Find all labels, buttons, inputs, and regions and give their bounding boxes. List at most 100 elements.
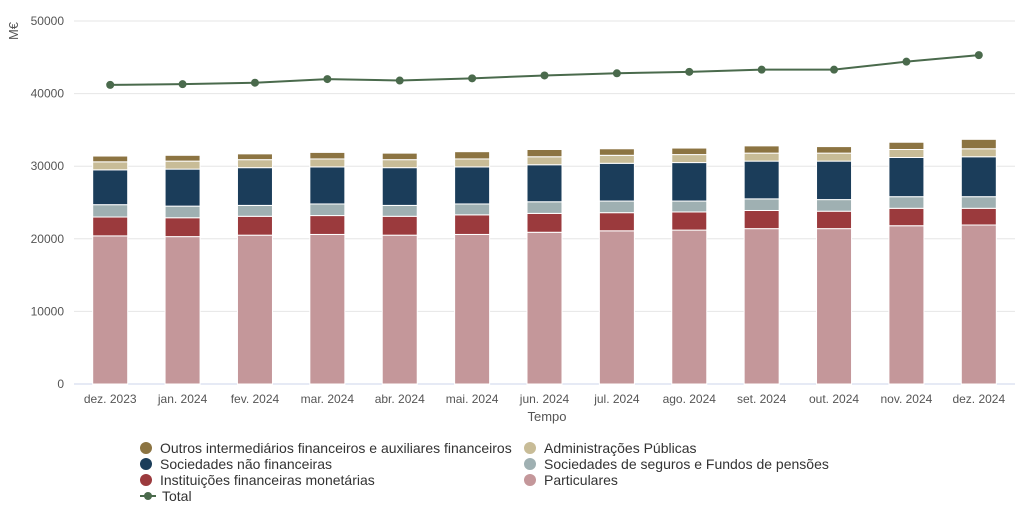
bar-segment (236, 234, 273, 385)
x-tick-label: set. 2024 (737, 392, 787, 406)
legend-swatch (140, 474, 152, 486)
bar-segment (960, 138, 997, 150)
x-tick-label: jan. 2024 (157, 392, 208, 406)
y-tick-label: 0 (57, 377, 64, 391)
y-axis-title: M€ (6, 21, 21, 40)
bar-segment (526, 231, 563, 385)
total-point (757, 65, 766, 74)
bar-segment (816, 199, 853, 212)
legend-label: Sociedades não financeiras (160, 456, 333, 472)
bar-segment (381, 234, 418, 385)
bar-segment (960, 207, 997, 226)
total-line (106, 51, 983, 89)
legend-swatch (140, 442, 152, 454)
bar-segment (671, 200, 708, 213)
bar-segment (598, 212, 635, 232)
total-point (974, 51, 983, 60)
legend-item[interactable]: Sociedades de seguros e Fundos de pensõe… (524, 456, 829, 472)
bar-segment (816, 152, 853, 162)
x-axis-ticks: dez. 2023 jan. 2024 fev. 2024 mar. 2024 abr.… (84, 392, 1006, 406)
x-tick-label: abr. 2024 (375, 392, 425, 406)
bar-segment (454, 166, 491, 205)
legend-swatch (140, 458, 152, 470)
bar-segment (454, 203, 491, 216)
legend-item[interactable]: Total (140, 488, 512, 504)
total-point (178, 80, 187, 89)
legend-label: Particulares (544, 472, 618, 488)
bar-segment (816, 160, 853, 201)
bar-segment (92, 155, 129, 163)
legend-column-right: Administrações Públicas Sociedades de seg… (524, 440, 829, 488)
y-tick-label: 50000 (31, 14, 65, 28)
bar-segment (598, 148, 635, 156)
bar-segment (92, 161, 129, 171)
x-tick-label: dez. 2023 (84, 392, 137, 406)
y-tick-label: 40000 (31, 87, 65, 101)
bar-segment (236, 159, 273, 169)
bar-segment (816, 228, 853, 385)
total-point (685, 67, 694, 76)
bar-segment (92, 235, 129, 385)
bar-segment (888, 156, 925, 198)
y-tick-label: 10000 (31, 304, 65, 318)
bar-segment (164, 160, 201, 170)
bar-segment (671, 162, 708, 202)
bar-segment (92, 169, 129, 206)
bar-segment (671, 147, 708, 156)
bar-segment (671, 154, 708, 164)
legend-item[interactable]: Outros intermediários financeiros e auxi… (140, 440, 512, 456)
bar-segment (816, 146, 853, 154)
total-point (106, 80, 115, 89)
total-point (323, 75, 332, 84)
bar-segment (888, 225, 925, 385)
bar-segment (960, 148, 997, 158)
total-point (540, 71, 549, 80)
bar-segment (888, 207, 925, 227)
bar-segment (960, 196, 997, 209)
bar-segment (164, 168, 201, 207)
y-tick-label: 30000 (31, 159, 65, 173)
bar-segment (164, 205, 201, 219)
bar-segment (309, 203, 346, 217)
x-axis-title: Tempo (527, 409, 566, 424)
bar-segment (92, 216, 129, 237)
bar-segment (960, 224, 997, 385)
bar-segment (526, 149, 563, 158)
bar-segment (671, 229, 708, 385)
x-tick-label: out. 2024 (809, 392, 859, 406)
bar-segment (309, 233, 346, 385)
legend-swatch (524, 458, 536, 470)
bar-segment (526, 164, 563, 203)
legend-column-left: Outros intermediários financeiros e auxi… (140, 440, 512, 504)
y-axis-ticks: 0 10000 20000 30000 40000 50000 (31, 14, 65, 391)
total-point (250, 78, 259, 87)
bar-segment (960, 156, 997, 198)
bar-segment (743, 160, 780, 200)
total-point (830, 65, 839, 74)
legend-item[interactable]: Particulares (524, 472, 829, 488)
bar-segment (743, 209, 780, 230)
bar-segment (454, 158, 491, 168)
legend-item[interactable]: Administrações Públicas (524, 440, 829, 456)
bars (92, 138, 997, 385)
total-series-line (110, 54, 979, 86)
bar-segment (381, 215, 418, 236)
bar-segment (92, 204, 129, 218)
x-tick-label: ago. 2024 (663, 392, 717, 406)
bar-segment (743, 145, 780, 154)
bar-segment (598, 154, 635, 164)
x-tick-label: mai. 2024 (446, 392, 499, 406)
legend-item[interactable]: Instituições financeiras monetárias (140, 472, 512, 488)
bar-segment (598, 200, 635, 214)
bar-segment (598, 230, 635, 385)
x-tick-label: jul. 2024 (593, 392, 640, 406)
bar-segment (743, 152, 780, 162)
legend-label: Total (162, 488, 192, 504)
x-tick-label: nov. 2024 (881, 392, 933, 406)
bar-segment (381, 152, 418, 161)
legend-item[interactable]: Sociedades não financeiras (140, 456, 512, 472)
legend-label: Administrações Públicas (544, 440, 697, 456)
x-tick-label: fev. 2024 (231, 392, 280, 406)
bar-segment (309, 151, 346, 160)
